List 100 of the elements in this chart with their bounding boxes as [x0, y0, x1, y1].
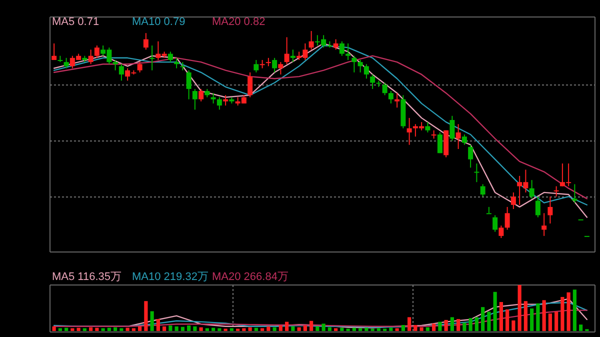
bar [524, 301, 528, 331]
bar [95, 328, 99, 331]
bar [150, 311, 154, 331]
candlestick [180, 62, 186, 71]
bar [554, 312, 558, 331]
candlestick [510, 192, 516, 210]
bar [58, 328, 62, 331]
bar [512, 320, 516, 331]
candlestick [480, 184, 486, 198]
bar [193, 326, 197, 331]
text: MA5 116.35万 [52, 271, 122, 283]
bar [76, 328, 80, 331]
candlestick [406, 117, 412, 146]
bar [199, 327, 203, 331]
candlestick [333, 38, 338, 50]
bar [506, 309, 510, 331]
candlestick [468, 144, 474, 168]
candlestick [88, 49, 94, 65]
bar [566, 292, 570, 331]
candlestick [168, 51, 173, 63]
candlestick [278, 62, 284, 75]
bar [499, 302, 503, 331]
bar [266, 326, 270, 331]
bar [426, 327, 430, 331]
candlestick [572, 184, 578, 204]
bar [144, 301, 148, 331]
candlestick [216, 96, 222, 110]
text: MA10 219.32万 [132, 271, 208, 283]
bar [180, 326, 184, 331]
candlestick [486, 206, 492, 214]
candlestick [388, 90, 394, 104]
candlestick [370, 74, 376, 90]
bar [542, 300, 546, 331]
bar [64, 328, 68, 331]
bar [70, 328, 74, 331]
candlestick [150, 44, 155, 71]
candlestick [548, 196, 553, 224]
candlestick [437, 132, 442, 154]
candlestick [498, 225, 504, 238]
bar [291, 326, 295, 331]
bar [156, 319, 160, 331]
candlestick [492, 214, 498, 232]
bar [138, 326, 142, 331]
text: MA20 266.84万 [212, 271, 288, 283]
bar [218, 328, 222, 331]
bar [548, 314, 552, 331]
bar [120, 328, 124, 331]
bar [316, 326, 320, 331]
bar [408, 317, 412, 331]
candlestick [394, 92, 400, 108]
candlestick [425, 122, 430, 133]
bar [432, 324, 436, 331]
bar [530, 308, 534, 331]
candlestick [346, 42, 351, 60]
candlestick [284, 36, 290, 65]
candlestick [358, 59, 363, 73]
bar [52, 326, 56, 331]
candlestick [456, 124, 461, 150]
bar [107, 328, 111, 331]
bar [462, 322, 466, 331]
bar [303, 325, 307, 331]
bar [187, 325, 191, 331]
bar [518, 285, 522, 331]
bar [456, 319, 460, 331]
bar [205, 328, 209, 331]
bar [132, 328, 136, 331]
bar [248, 327, 252, 331]
bar [328, 327, 332, 331]
bar [174, 326, 178, 331]
candlestick [504, 206, 510, 230]
bar [450, 317, 454, 331]
bar [420, 327, 424, 331]
bar [493, 292, 497, 331]
candlestick [542, 212, 547, 236]
candlestick [364, 64, 369, 80]
candlestick [248, 72, 253, 98]
candlestick [64, 57, 69, 69]
candlestick [52, 42, 57, 60]
bar [126, 328, 130, 331]
bar [162, 326, 166, 331]
text: MA5 0.71 [52, 16, 100, 28]
bar [334, 328, 338, 331]
bar [254, 328, 258, 331]
bar [572, 290, 576, 331]
bar [474, 317, 478, 331]
bar [468, 318, 472, 331]
bar [168, 325, 172, 331]
bar [414, 325, 418, 331]
bar [260, 328, 264, 331]
bar [389, 328, 393, 331]
bar [285, 322, 289, 331]
candlestick [308, 30, 314, 50]
candlestick [450, 115, 455, 142]
candlestick [118, 64, 124, 82]
candlestick [186, 70, 192, 100]
candlestick [290, 49, 296, 63]
bar [89, 327, 93, 331]
bar [364, 328, 368, 331]
candlestick [198, 88, 204, 102]
bar [481, 307, 485, 331]
